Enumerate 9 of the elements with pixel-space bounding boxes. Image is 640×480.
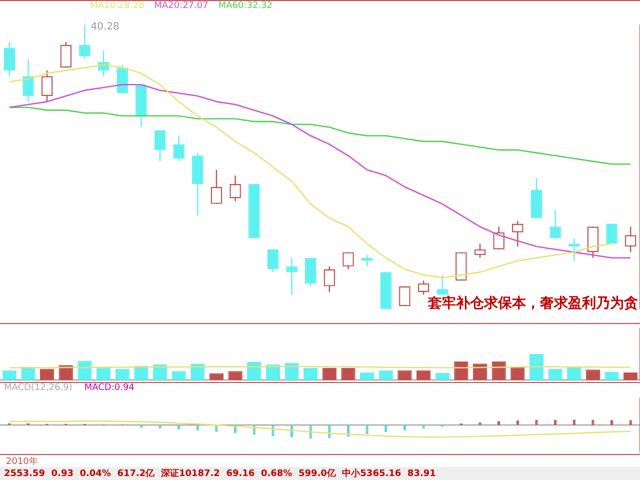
annotation: 套牢补仓求保本，奢求盈利乃为贪 xyxy=(427,294,638,312)
text: MA20:27.07 xyxy=(154,1,208,13)
text: 2010年 xyxy=(0,454,640,467)
text: MA60:32.32 xyxy=(218,1,273,13)
text: MA10:28.28 xyxy=(90,1,144,13)
text: MACD:0.94 xyxy=(84,383,134,394)
text: 2553.59 0.93 0.04% 617.2亿 深证10187.2 69.16 0.68% 599.0亿 中小5365.16 83.91 xyxy=(0,467,640,480)
text: MACD(12,26,9) xyxy=(4,383,72,394)
annotation: 40.28 xyxy=(90,22,120,33)
